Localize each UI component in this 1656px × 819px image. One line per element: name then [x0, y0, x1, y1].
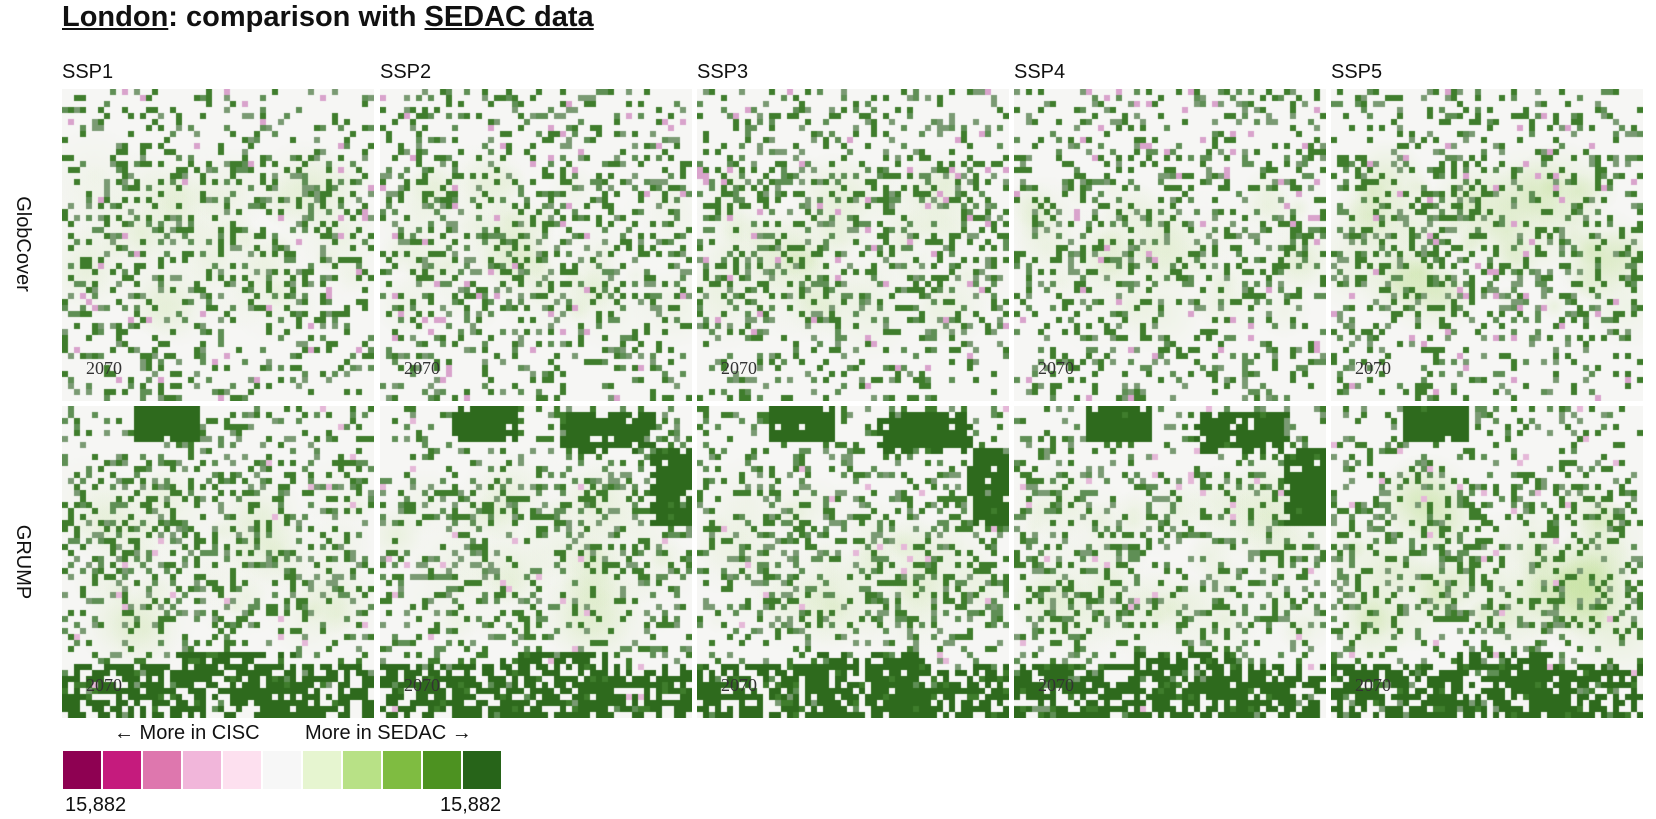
column-label-ssp3: SSP3: [697, 61, 749, 83]
map-image: [697, 89, 1009, 401]
year-label: 2070: [1355, 358, 1391, 378]
map-panel-grump-ssp1: 2070: [62, 406, 374, 718]
map-image: [1014, 89, 1326, 401]
legend-swatch: [303, 751, 341, 789]
page-title: London: comparison with SEDAC data: [62, 0, 594, 34]
legend-min-value: 15,882: [65, 794, 127, 816]
year-label: 2070: [1038, 358, 1074, 378]
year-label: 2070: [404, 358, 440, 378]
column-label-ssp1: SSP1: [62, 61, 114, 83]
year-label: 2070: [1038, 675, 1074, 695]
column-label-ssp4: SSP4: [1014, 61, 1066, 83]
legend-swatch: [183, 751, 221, 789]
year-label: 2070: [721, 675, 757, 695]
title-text: : comparison with: [168, 1, 425, 33]
legend-swatch: [343, 751, 381, 789]
map-image: [62, 89, 374, 401]
row-label-globcover: GlobCover: [12, 196, 34, 292]
color-legend: [63, 751, 502, 789]
map-image: [1331, 89, 1643, 401]
year-label: 2070: [86, 675, 122, 695]
map-panel-grump-ssp2: 2070: [380, 406, 692, 718]
legend-left-label: ← More in CISC: [114, 722, 260, 744]
year-label: 2070: [86, 358, 122, 378]
map-image: [697, 406, 1009, 718]
map-panel-globcover-ssp3: 2070: [697, 89, 1009, 401]
map-panel-globcover-ssp5: 2070: [1331, 89, 1643, 401]
legend-swatch: [63, 751, 101, 789]
legend-swatch: [263, 751, 301, 789]
map-image: [1014, 406, 1326, 718]
column-label-ssp5: SSP5: [1331, 61, 1383, 83]
map-panel-grump-ssp4: 2070: [1014, 406, 1326, 718]
map-panel-globcover-ssp1: 2070: [62, 89, 374, 401]
legend-swatch: [143, 751, 181, 789]
map-image: [380, 406, 692, 718]
legend-swatch: [463, 751, 501, 789]
year-label: 2070: [1355, 675, 1391, 695]
legend-swatch: [383, 751, 421, 789]
legend-max-value: 15,882: [440, 794, 502, 816]
map-panel-globcover-ssp2: 2070: [380, 89, 692, 401]
map-image: [62, 406, 374, 718]
sedac-data-link[interactable]: SEDAC data: [424, 1, 594, 33]
map-panel-globcover-ssp4: 2070: [1014, 89, 1326, 401]
column-label-ssp2: SSP2: [380, 61, 432, 83]
legend-swatch: [223, 751, 261, 789]
legend-swatch: [103, 751, 141, 789]
map-panel-grump-ssp5: 2070: [1331, 406, 1643, 718]
map-panel-grump-ssp3: 2070: [697, 406, 1009, 718]
year-label: 2070: [721, 358, 757, 378]
city-link[interactable]: London: [62, 1, 169, 33]
legend-right-label: More in SEDAC →: [305, 722, 472, 744]
map-image: [380, 89, 692, 401]
row-label-grump: GRUMP: [12, 524, 34, 600]
year-label: 2070: [404, 675, 440, 695]
legend-swatch: [423, 751, 461, 789]
map-image: [1331, 406, 1643, 718]
